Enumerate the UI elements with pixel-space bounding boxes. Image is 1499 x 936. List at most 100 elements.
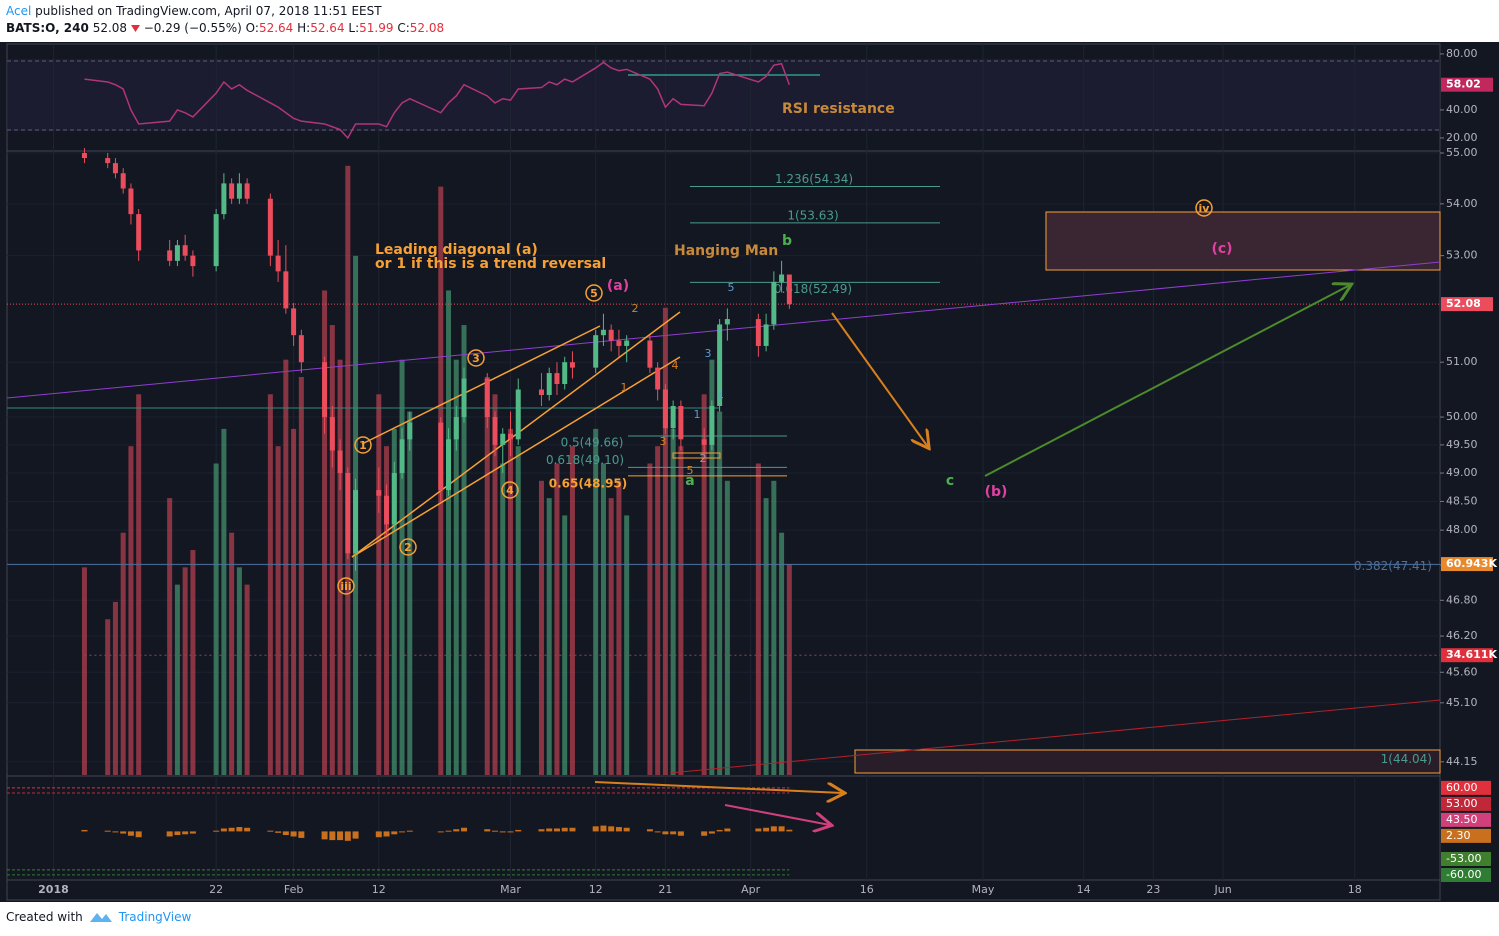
candle-body xyxy=(492,417,498,445)
volume-bar xyxy=(376,394,382,775)
candle-body xyxy=(484,378,490,418)
volume-bar xyxy=(779,532,785,775)
osc-bar xyxy=(670,831,677,835)
volume-bar xyxy=(461,325,467,775)
osc-bar xyxy=(538,829,545,832)
price-box xyxy=(1441,297,1493,312)
logo xyxy=(89,913,112,922)
volume-bar xyxy=(678,446,684,775)
candle-body xyxy=(353,490,359,554)
chart: 2018 22 Feb 12 Mar 12 21 Apr 16 May 14 23 Jun 1855.00… xyxy=(0,42,1499,902)
osc-bar xyxy=(337,831,344,841)
ohlc-value: 52.64 xyxy=(310,21,345,35)
osc-bar xyxy=(81,829,88,832)
osc-bar xyxy=(716,829,723,832)
osc-bar xyxy=(708,831,715,834)
wave-label: 3 xyxy=(660,435,667,448)
header-line-2: BATS:O, 240 52.08 −0.29 (−0.55%) O:52.64… xyxy=(6,20,444,37)
wave-circle xyxy=(399,538,417,556)
osc-bar xyxy=(344,831,351,841)
volume-bar xyxy=(446,290,452,775)
x-tick-label: 18 xyxy=(1348,883,1362,896)
volume-bar xyxy=(221,428,227,775)
fib-label: 1.236(54.34) xyxy=(775,172,853,186)
osc-bar xyxy=(267,830,274,832)
candle-body xyxy=(616,340,622,346)
volume-bar xyxy=(647,463,653,775)
volume-bar xyxy=(337,359,343,775)
osc-arrow xyxy=(724,804,830,825)
volume-bar xyxy=(655,446,661,775)
annotation: Leading diagonal (a) xyxy=(375,242,538,258)
osc-bar xyxy=(166,831,173,837)
wave-label: 2 xyxy=(404,541,412,554)
candle-body xyxy=(384,495,390,525)
ohlc-value: 51.99 xyxy=(359,21,394,35)
candle-body xyxy=(221,183,227,215)
wave-label: (c) xyxy=(1211,241,1232,257)
created: Created with xyxy=(6,910,83,924)
wave-label: 3 xyxy=(472,352,480,365)
price-box-label: 58.02 xyxy=(1446,78,1481,91)
ohlc: O:52.64 H:52.64 L:51.99 C:52.08 xyxy=(246,21,444,35)
volume-bar xyxy=(236,567,242,775)
volume-bar xyxy=(608,498,614,775)
candle-body xyxy=(190,255,196,267)
change: −0.29 (−0.55%) xyxy=(143,21,242,35)
volume-bar xyxy=(492,394,498,775)
fib-label: 0.5(49.66) xyxy=(561,435,624,449)
candle-body xyxy=(554,373,560,385)
price-box-label: 34.611K xyxy=(1446,648,1497,661)
volume-bar xyxy=(399,359,405,775)
volume-bar xyxy=(167,498,173,775)
ohlc-label: H: xyxy=(297,21,311,35)
osc-bar xyxy=(484,829,491,832)
wave-label: 5 xyxy=(590,287,598,300)
candle-body xyxy=(786,274,792,305)
x-tick-label: 16 xyxy=(860,883,874,896)
price-box xyxy=(1441,648,1493,663)
volume-bar xyxy=(275,446,281,775)
y-tick-label: 50.00 xyxy=(1446,410,1478,423)
y-tick-label: 55.00 xyxy=(1446,146,1478,159)
target-box xyxy=(1045,211,1441,271)
volume-bar xyxy=(701,394,707,775)
header-line-1: Acel published on TradingView.com, April… xyxy=(6,3,444,20)
volume-bar xyxy=(593,428,599,775)
osc-bar xyxy=(615,827,622,832)
down-arrow xyxy=(130,25,140,32)
osc-bar xyxy=(120,831,127,834)
volume-bar xyxy=(709,359,715,775)
osc-bar xyxy=(135,831,142,838)
rsi-line xyxy=(84,61,791,140)
x-tick-label: Feb xyxy=(284,883,303,896)
volume-bar xyxy=(322,290,328,775)
up-arrow xyxy=(984,285,1350,477)
brand[interactable]: TradingView xyxy=(118,910,192,924)
candle-body xyxy=(182,245,188,256)
osc-bar xyxy=(399,831,406,833)
author[interactable]: Acel xyxy=(6,4,32,18)
osc-bar xyxy=(770,826,777,832)
osc-bar xyxy=(491,830,498,832)
wave-label: iv xyxy=(1199,202,1211,215)
wave-label: 4 xyxy=(717,390,724,403)
osc-level-label: 53.00 xyxy=(1446,797,1478,810)
osc-bar xyxy=(445,830,452,832)
down-arrow xyxy=(831,312,928,447)
trend-line xyxy=(6,261,1441,399)
candle-body xyxy=(112,163,118,174)
frame xyxy=(6,43,1441,901)
candle-body xyxy=(275,255,281,272)
osc-arrow xyxy=(594,781,843,793)
wave-label: 1 xyxy=(694,408,701,421)
price-box xyxy=(1441,796,1491,811)
wave-label: 5 xyxy=(687,464,694,477)
osc-bar xyxy=(329,831,336,841)
wave-label: (b) xyxy=(985,484,1008,500)
osc-bar xyxy=(104,830,111,832)
osc-bar xyxy=(244,827,251,832)
candle-body xyxy=(236,183,242,199)
volume-bar xyxy=(298,376,304,775)
candle-body xyxy=(461,378,467,418)
